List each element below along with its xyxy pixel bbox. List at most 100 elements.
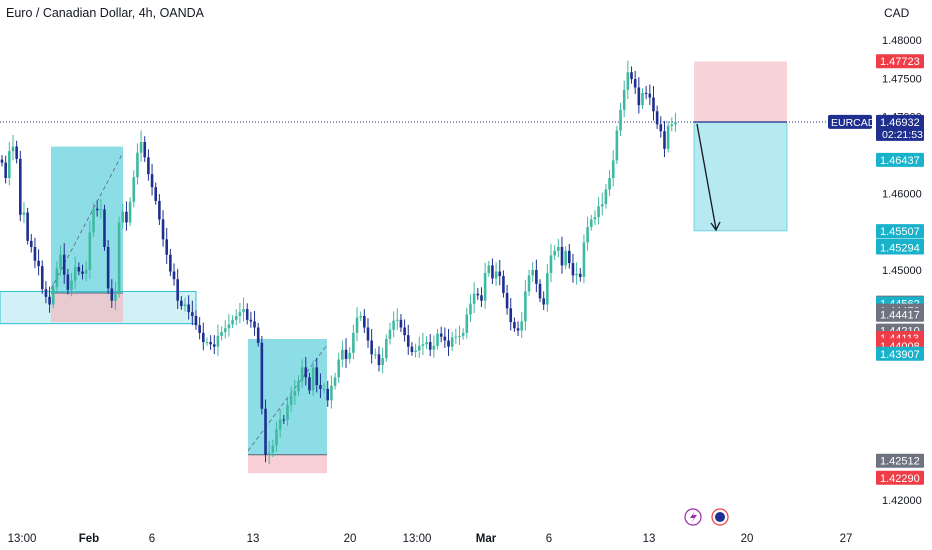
candle[interactable] [363, 316, 366, 328]
candle[interactable] [388, 329, 392, 339]
candle[interactable] [282, 419, 286, 421]
candle[interactable] [319, 385, 322, 389]
candle[interactable] [238, 312, 242, 316]
candle[interactable] [586, 227, 589, 243]
candle[interactable] [524, 291, 527, 322]
candle[interactable] [417, 345, 421, 351]
candle[interactable] [183, 304, 187, 307]
candle[interactable] [26, 212, 29, 241]
candle[interactable] [330, 385, 333, 401]
candle[interactable] [428, 342, 432, 350]
candle[interactable] [337, 359, 341, 378]
candle[interactable] [370, 340, 373, 355]
candle[interactable] [11, 146, 15, 152]
candle[interactable] [622, 89, 626, 110]
candle[interactable] [600, 204, 604, 207]
candle[interactable] [304, 367, 308, 378]
candle[interactable] [143, 141, 147, 158]
candle[interactable] [403, 327, 406, 336]
candle[interactable] [216, 335, 220, 347]
candle[interactable] [575, 273, 578, 276]
candle[interactable] [198, 325, 201, 333]
candle[interactable] [516, 328, 520, 331]
candle[interactable] [652, 97, 655, 112]
candle[interactable] [95, 208, 99, 211]
candle[interactable] [604, 189, 608, 205]
candle[interactable] [242, 309, 245, 313]
candle[interactable] [348, 352, 351, 359]
candle[interactable] [564, 250, 567, 266]
candle[interactable] [326, 388, 330, 401]
candle[interactable] [55, 268, 59, 287]
candle[interactable] [256, 327, 260, 343]
candle[interactable] [436, 333, 439, 346]
candle[interactable] [99, 209, 103, 211]
candle[interactable] [476, 293, 480, 296]
candle[interactable] [315, 367, 319, 385]
candle[interactable] [644, 92, 648, 94]
candle[interactable] [663, 131, 666, 149]
candle[interactable] [15, 146, 18, 159]
long-position-2-profit[interactable] [248, 339, 327, 455]
candle[interactable] [194, 316, 198, 326]
candle[interactable] [655, 111, 659, 125]
candle[interactable] [33, 247, 37, 261]
candle[interactable] [165, 239, 168, 255]
candle[interactable] [132, 177, 136, 202]
candle[interactable] [432, 345, 436, 350]
candle[interactable] [582, 242, 586, 277]
candle[interactable] [231, 319, 234, 325]
candle[interactable] [202, 332, 205, 343]
candle[interactable] [425, 342, 428, 345]
candle[interactable] [66, 274, 70, 290]
candle[interactable] [615, 130, 619, 161]
candle[interactable] [322, 388, 326, 390]
candle[interactable] [568, 250, 571, 264]
candle[interactable] [352, 332, 355, 353]
candle[interactable] [73, 266, 77, 281]
candle[interactable] [191, 312, 194, 316]
candle[interactable] [443, 336, 447, 341]
candle[interactable] [531, 270, 534, 276]
candle[interactable] [374, 354, 377, 356]
candle[interactable] [381, 358, 384, 366]
candle[interactable] [260, 342, 264, 409]
candle[interactable] [271, 445, 275, 453]
candle[interactable] [359, 316, 362, 318]
candle[interactable] [549, 255, 553, 274]
candle[interactable] [670, 124, 674, 126]
candle[interactable] [110, 288, 114, 301]
candle[interactable] [169, 254, 172, 272]
candle[interactable] [62, 254, 66, 275]
candle[interactable] [608, 178, 611, 190]
candle[interactable] [293, 391, 297, 396]
candle[interactable] [253, 321, 256, 328]
candle[interactable] [37, 260, 40, 267]
candle[interactable] [234, 316, 238, 320]
candle[interactable] [578, 273, 582, 277]
candle[interactable] [560, 247, 564, 266]
candle[interactable] [502, 276, 505, 293]
candle[interactable] [59, 254, 62, 269]
candle[interactable] [633, 79, 637, 88]
candle[interactable] [92, 208, 95, 233]
candle[interactable] [125, 211, 128, 223]
candle[interactable] [611, 160, 615, 178]
candle[interactable] [483, 273, 487, 301]
candle[interactable] [311, 367, 315, 391]
candle[interactable] [176, 279, 179, 301]
candle[interactable] [289, 395, 293, 405]
long-position-2-stop[interactable] [248, 454, 327, 474]
symbol-badge[interactable]: EURCAD [831, 117, 876, 129]
candle[interactable] [494, 271, 498, 279]
candle[interactable] [19, 158, 22, 215]
candle[interactable] [546, 273, 549, 305]
candle[interactable] [553, 250, 556, 256]
globe-icon[interactable] [711, 508, 729, 526]
candle[interactable] [205, 342, 209, 344]
candle[interactable] [399, 319, 403, 328]
candle[interactable] [22, 212, 26, 215]
candle[interactable] [447, 340, 450, 347]
candle[interactable] [385, 339, 388, 359]
candle[interactable] [223, 328, 227, 333]
